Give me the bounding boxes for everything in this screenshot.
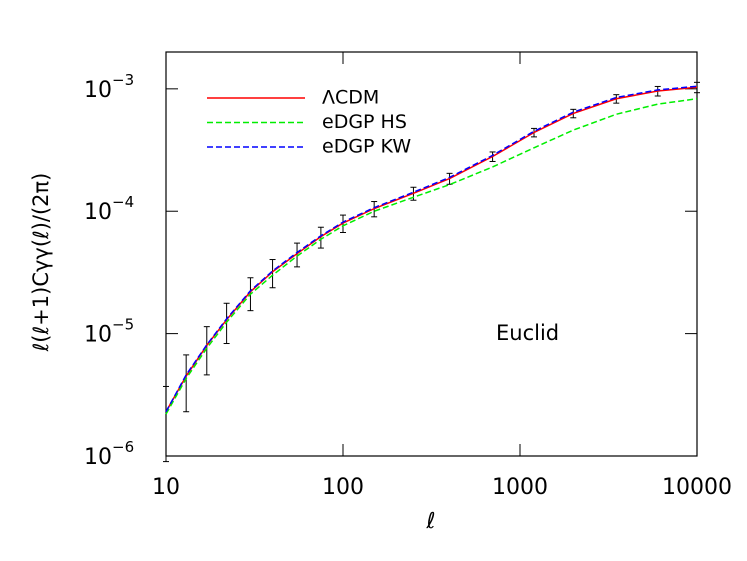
error-bar bbox=[183, 354, 190, 413]
y-tick-label: 10−5 bbox=[84, 316, 134, 348]
legend-label: ΛCDM bbox=[322, 87, 379, 109]
x-axis-label: ℓ bbox=[425, 509, 435, 534]
legend-label: eDGP KW bbox=[322, 136, 411, 158]
error-bar bbox=[203, 326, 210, 376]
y-tick-exponent: −4 bbox=[112, 193, 134, 211]
y-tick-base: 10 bbox=[84, 445, 112, 470]
y-tick-exponent: −3 bbox=[112, 71, 134, 89]
y-tick-exponent: −5 bbox=[112, 316, 134, 334]
error-bar bbox=[317, 226, 324, 249]
x-tick-label: 1000 bbox=[492, 475, 548, 500]
y-tick-base: 10 bbox=[84, 323, 112, 348]
annotation: Euclid bbox=[496, 321, 559, 345]
error-bar bbox=[294, 242, 301, 268]
y-tick-label: 10−4 bbox=[84, 193, 134, 225]
y-tick-label: 10−6 bbox=[84, 438, 134, 470]
y-tick-base: 10 bbox=[84, 200, 112, 225]
x-tick-label: 100 bbox=[322, 475, 364, 500]
series-line bbox=[165, 86, 698, 413]
series-line bbox=[165, 98, 698, 415]
y-axis-label: ℓ(ℓ+1)Cγγ(ℓ)/(2π) bbox=[29, 173, 53, 353]
y-tick-base: 10 bbox=[84, 78, 112, 103]
plot-frame bbox=[165, 51, 698, 457]
y-tick-label: 10−3 bbox=[84, 71, 134, 103]
x-tick-label: 10 bbox=[152, 475, 180, 500]
legend-label: eDGP HS bbox=[322, 111, 407, 133]
error-bar bbox=[163, 385, 169, 463]
x-tick-label: 10000 bbox=[662, 475, 732, 500]
y-tick-exponent: −6 bbox=[112, 438, 134, 456]
error-bar bbox=[269, 259, 276, 289]
series-line bbox=[165, 85, 698, 413]
